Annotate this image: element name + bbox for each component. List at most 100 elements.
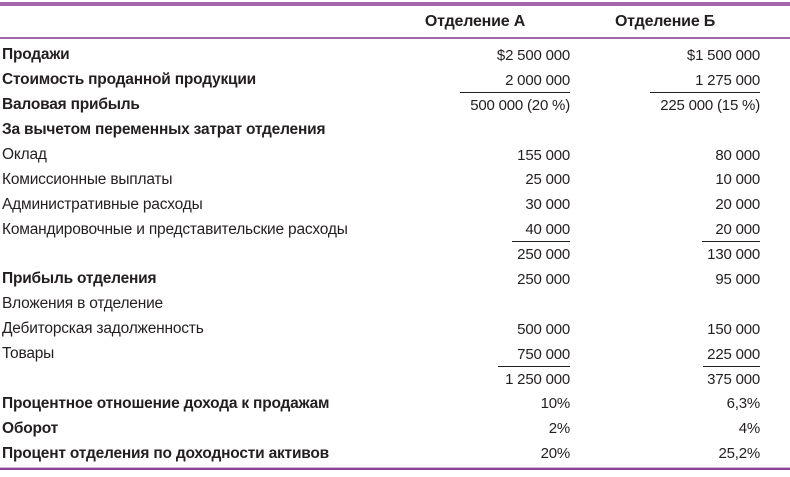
table-row: Комиссионные выплаты 25 000 10 000 — [0, 167, 790, 192]
value-division-a-text: 250 000 — [517, 246, 570, 264]
table-row: Процентное отношение дохода к продажам 1… — [0, 391, 790, 416]
table-row: Процент отделения по доходности активов … — [0, 441, 790, 466]
row-label: Товары — [2, 345, 55, 363]
value-division-b: 25,2% — [570, 445, 760, 462]
value-division-b-text: 4% — [738, 420, 760, 438]
value-division-a: 250 000 — [380, 271, 570, 288]
value-division-a: 25 000 — [380, 171, 570, 188]
value-division-b: $1 500 000 — [570, 47, 760, 64]
value-division-a: 155 000 — [380, 147, 570, 164]
value-division-a-text: 2 000 000 — [460, 72, 570, 93]
value-division-b-text: 225 000 — [703, 346, 760, 367]
row-label: Продажи — [2, 46, 70, 64]
value-division-b: 150 000 — [570, 321, 760, 338]
row-label: Валовая прибыль — [2, 96, 140, 114]
value-division-a: 500 000 (20 %) — [380, 97, 570, 114]
value-division-b-text: 10 000 — [715, 171, 760, 189]
value-division-a-text: 10% — [540, 395, 571, 413]
row-label: Вложения в отделение — [2, 295, 163, 313]
row-label: Оборот — [2, 419, 59, 437]
bottom-border-rule — [0, 467, 790, 470]
value-division-b-text: 25,2% — [718, 445, 760, 463]
value-division-a: 2% — [380, 420, 570, 437]
value-division-b: 130 000 — [570, 246, 760, 263]
table-row: Прибыль отделения 250 000 95 000 — [0, 267, 790, 292]
table-row: Административные расходы 30 000 20 000 — [0, 192, 790, 217]
value-division-a: 10% — [380, 395, 571, 413]
value-division-a: 30 000 — [380, 196, 570, 213]
value-division-b: 1 275 000 — [570, 72, 760, 93]
table-row: Вложения в отделение — [0, 292, 790, 317]
table-row: Продажи $2 500 000 $1 500 000 — [0, 43, 790, 68]
table-row: 1 250 000 375 000 — [0, 367, 790, 392]
row-label: Оклад — [2, 146, 47, 163]
row-label: Командировочные и представительские расх… — [2, 220, 348, 238]
value-division-a: 20% — [380, 445, 571, 463]
value-division-b: 20 000 — [570, 196, 760, 213]
value-division-a — [380, 296, 570, 313]
value-division-a: 500 000 — [380, 321, 570, 338]
table-row: За вычетом переменных затрат отделения — [0, 118, 790, 143]
value-division-a-text: 500 000 (20 %) — [470, 96, 570, 114]
row-label: Административные расходы — [2, 195, 203, 213]
value-division-a-text: $2 500 000 — [496, 46, 570, 64]
table-row: Оклад 155 000 80 000 — [0, 143, 790, 168]
value-division-a-text: 250 000 — [517, 270, 570, 288]
value-division-a — [380, 122, 570, 139]
value-division-a-text: 30 000 — [525, 196, 570, 214]
value-division-a: 1 250 000 — [380, 371, 570, 388]
row-label: Стоимость проданной продукции — [2, 71, 257, 89]
column-header-division-a: Отделение А — [424, 12, 526, 30]
value-division-b: 225 000 — [570, 346, 760, 367]
value-division-a: $2 500 000 — [380, 47, 570, 64]
value-division-b: 225 000 (15 %) — [570, 97, 760, 114]
value-division-b-text: 375 000 — [707, 370, 760, 388]
value-division-a-text: 500 000 — [517, 320, 570, 338]
value-division-b-text: 130 000 — [707, 246, 760, 264]
value-division-b-text: 225 000 (15 %) — [660, 96, 760, 114]
value-division-a: 750 000 — [380, 346, 570, 367]
value-division-a-text: 1 250 000 — [505, 370, 570, 388]
value-division-b: 10 000 — [570, 171, 760, 188]
value-division-b: 95 000 — [570, 271, 760, 288]
table-row: 250 000 130 000 — [0, 242, 790, 267]
value-division-a-text: 2% — [548, 420, 570, 438]
column-header-division-b: Отделение Б — [614, 12, 716, 30]
value-division-b-text: 6,3% — [726, 395, 761, 413]
value-division-b-text: 150 000 — [707, 320, 760, 338]
value-division-a: 40 000 — [380, 221, 570, 243]
value-division-b: 4% — [570, 420, 760, 437]
table-row: Дебиторская задолженность 500 000 150 00… — [0, 317, 790, 342]
row-label: Процентное отношение дохода к продажам — [2, 394, 330, 412]
value-division-a-text: 155 000 — [517, 146, 570, 164]
table-row: Товары 750 000 225 000 — [0, 342, 790, 367]
row-label: Комиссионные выплаты — [2, 170, 173, 188]
value-division-a: 2 000 000 — [380, 72, 570, 93]
table-header-row: Отделение А Отделение Б — [0, 6, 790, 39]
value-division-b-text: 20 000 — [702, 221, 760, 243]
value-division-a-text: 20% — [540, 445, 571, 463]
value-division-b-text: 20 000 — [715, 196, 760, 214]
value-division-b — [570, 296, 760, 313]
value-division-a-text: 750 000 — [498, 346, 570, 367]
top-border-rule — [0, 2, 790, 6]
row-label: Процент отделения по доходности активов — [2, 444, 330, 462]
value-division-b: 375 000 — [570, 371, 760, 388]
value-division-b-text: 1 275 000 — [650, 72, 760, 93]
table-row: Валовая прибыль 500 000 (20 %) 225 000 (… — [0, 93, 790, 118]
row-label: За вычетом переменных затрат отделения — [2, 121, 326, 139]
value-division-b-text: 95 000 — [715, 270, 760, 288]
table-row: Оборот 2% 4% — [0, 416, 790, 441]
table-row: Стоимость проданной продукции 2 000 000 … — [0, 68, 790, 93]
table-row: Командировочные и представительские расх… — [0, 217, 790, 243]
table-body: Продажи $2 500 000 $1 500 000 Стоимость … — [0, 39, 790, 466]
value-division-b: 6,3% — [570, 395, 761, 413]
value-division-a: 250 000 — [380, 246, 570, 263]
row-label: Дебиторская задолженность — [2, 320, 204, 338]
value-division-b: 20 000 — [570, 221, 760, 243]
value-division-b — [570, 122, 760, 139]
value-division-a-text: 40 000 — [512, 221, 570, 243]
row-label: Прибыль отделения — [2, 270, 157, 288]
value-division-a-text: 25 000 — [525, 171, 570, 189]
